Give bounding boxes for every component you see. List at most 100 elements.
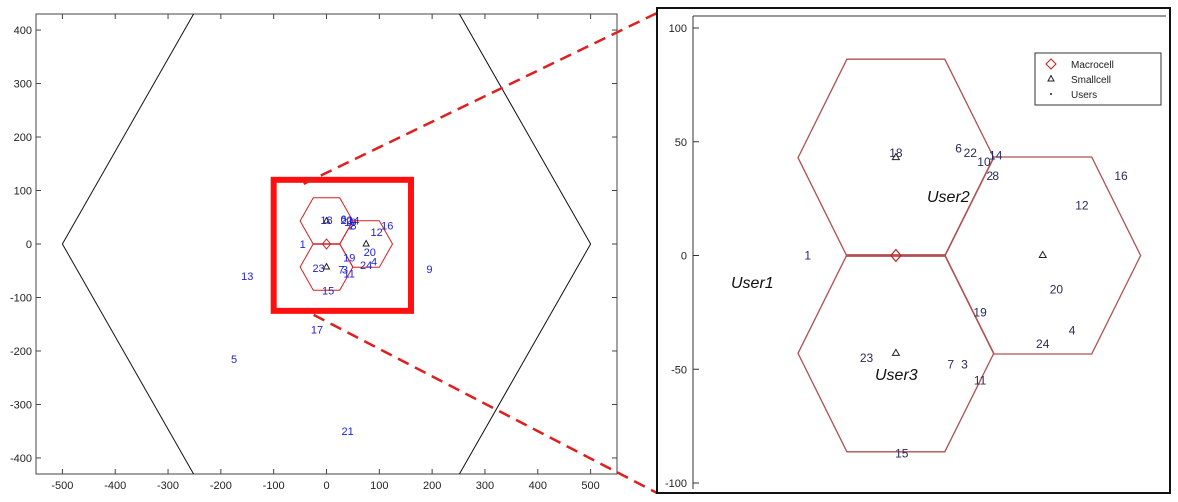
zoom-smallcell-marker bbox=[891, 152, 901, 161]
zoom-user-label-6: 6 bbox=[955, 142, 962, 156]
x-tick-label: 100 bbox=[370, 480, 388, 492]
y-tick-label: -300 bbox=[10, 399, 32, 411]
x-tick-label: 500 bbox=[581, 480, 599, 492]
user-label-19: 19 bbox=[343, 252, 355, 264]
user-label-13: 13 bbox=[241, 271, 253, 283]
user-callouts: User1 User2 User3 bbox=[731, 189, 970, 384]
zoom-user-label-1: 1 bbox=[804, 249, 811, 263]
legend-dot-icon bbox=[1050, 93, 1052, 95]
y-tick-label: 0 bbox=[26, 239, 32, 251]
zoom-user-label-2: 2 bbox=[987, 169, 994, 183]
x-tick-label: -500 bbox=[51, 480, 73, 492]
y-tick-label: 300 bbox=[14, 79, 32, 91]
right-y-tick-label: -50 bbox=[671, 364, 687, 376]
user-label-17: 17 bbox=[311, 325, 323, 337]
smallcell-marker bbox=[322, 216, 331, 224]
right-y-tick-label: 0 bbox=[681, 251, 687, 263]
zoom-smallcell-marker bbox=[891, 348, 901, 356]
user-label-15: 15 bbox=[322, 286, 334, 298]
zoom-box bbox=[270, 176, 415, 314]
zoom-user-label-15: 15 bbox=[895, 446, 909, 460]
zoom-user-label-14: 14 bbox=[989, 148, 1003, 162]
zoom-user-label-20: 20 bbox=[1050, 283, 1064, 297]
legend-label: Macrocell bbox=[1071, 60, 1114, 71]
legend-triangle-icon bbox=[1047, 74, 1055, 82]
user-label-21: 21 bbox=[342, 426, 354, 438]
zoom-user-label-12: 12 bbox=[1075, 198, 1089, 212]
user-label-20: 20 bbox=[364, 247, 376, 259]
zoom-user-label-4: 4 bbox=[1069, 324, 1076, 338]
zoom-user-label-23: 23 bbox=[860, 351, 874, 365]
right-plot-shapes bbox=[797, 58, 1142, 453]
user-label-5: 5 bbox=[231, 354, 237, 366]
zoom-user-label-3: 3 bbox=[961, 358, 968, 372]
right-y-tick-label: 50 bbox=[675, 137, 687, 149]
user-label-4: 4 bbox=[371, 257, 377, 269]
macrocell-marker bbox=[321, 238, 332, 250]
zoom-connector-bottom bbox=[313, 313, 658, 495]
x-tick-label: -200 bbox=[210, 480, 232, 492]
x-tick-label: -400 bbox=[104, 480, 126, 492]
smallcell-marker bbox=[362, 239, 370, 247]
callout-user3: User3 bbox=[875, 367, 918, 384]
y-tick-label: -100 bbox=[10, 292, 32, 304]
user-label-1: 1 bbox=[300, 239, 306, 251]
right-y-tick-label: -100 bbox=[665, 478, 687, 490]
callout-user2: User2 bbox=[927, 189, 970, 206]
zoom-user-label-18: 18 bbox=[889, 146, 903, 160]
user-label-8: 8 bbox=[350, 220, 356, 232]
zoom-user-label-11: 11 bbox=[974, 374, 987, 388]
legend-label: Users bbox=[1071, 90, 1097, 101]
y-tick-label: 200 bbox=[14, 132, 32, 144]
full-network-plot: -500 -400 -300 -200 -100 0 100 200 300 400 500-400… bbox=[10, 13, 618, 492]
x-tick-label: 300 bbox=[476, 480, 494, 492]
right-axis-ticks: -100 -50 0 50 100 bbox=[665, 15, 1166, 490]
zoom-small-cell-hexagon bbox=[944, 156, 1142, 355]
small-cell-hexagon bbox=[339, 220, 394, 268]
user-label-6: 6 bbox=[340, 214, 346, 226]
user-label-23: 23 bbox=[312, 263, 324, 275]
zoom-user-label-8: 8 bbox=[992, 169, 999, 183]
legend: Macrocell Smallcell Users bbox=[1034, 52, 1162, 106]
zoom-user-label-24: 24 bbox=[1036, 337, 1050, 351]
user-label-7: 7 bbox=[338, 265, 344, 277]
left-plot-shapes bbox=[61, 14, 592, 474]
y-tick-label: -400 bbox=[10, 453, 32, 465]
zoom-user-label-7: 7 bbox=[947, 358, 954, 372]
zoom-smallcell-marker bbox=[1038, 250, 1048, 258]
x-tick-label: -300 bbox=[157, 480, 179, 492]
user-label-22: 22 bbox=[340, 215, 352, 227]
user-label-3: 3 bbox=[342, 265, 348, 277]
user-label-12: 12 bbox=[371, 227, 383, 239]
user-label-14: 14 bbox=[347, 215, 359, 227]
right-y-tick-label: 100 bbox=[669, 23, 687, 35]
callout-user1: User1 bbox=[731, 275, 774, 292]
zoom-connector-top bbox=[303, 11, 658, 185]
y-tick-label: 100 bbox=[14, 186, 32, 198]
user-label-10: 10 bbox=[344, 217, 356, 229]
x-tick-label: -100 bbox=[263, 480, 285, 492]
left-axis-ticks: -500 -400 -300 -200 -100 0 100 200 300 400 500-400… bbox=[10, 14, 617, 492]
legend-box bbox=[1034, 52, 1162, 106]
zoom-user-label-22: 22 bbox=[964, 146, 978, 160]
legend-label: Smallcell bbox=[1071, 75, 1111, 86]
y-tick-label: 400 bbox=[14, 25, 32, 37]
y-tick-label: -200 bbox=[10, 346, 32, 358]
user-label-16: 16 bbox=[381, 220, 393, 232]
x-tick-label: 400 bbox=[529, 480, 547, 492]
zoom-user-label-19: 19 bbox=[973, 305, 987, 319]
user-label-2: 2 bbox=[349, 220, 355, 232]
zoom-macrocell-marker bbox=[890, 248, 902, 263]
smallcell-marker bbox=[322, 262, 331, 270]
zoom-user-label-10: 10 bbox=[977, 155, 991, 169]
user-label-11: 11 bbox=[344, 268, 355, 280]
user-label-9: 9 bbox=[426, 264, 432, 276]
legend-diamond-icon bbox=[1045, 58, 1057, 70]
x-tick-label: 0 bbox=[323, 480, 329, 492]
user-label-18: 18 bbox=[320, 215, 332, 227]
zoom-user-label-16: 16 bbox=[1114, 169, 1128, 183]
macro-hexagon bbox=[61, 14, 592, 474]
